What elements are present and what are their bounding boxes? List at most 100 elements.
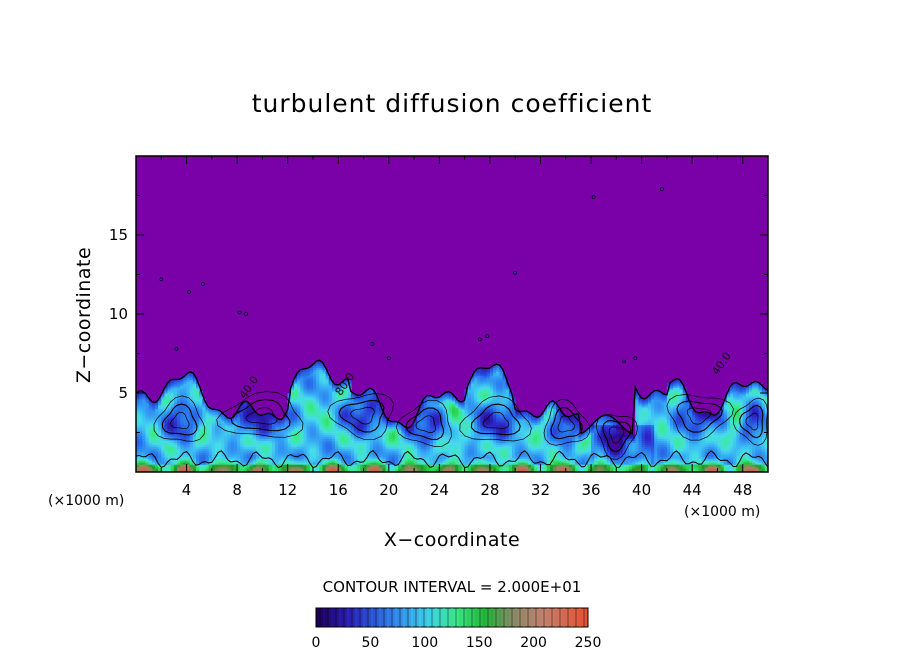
field-cell (335, 440, 339, 443)
field-cell (306, 458, 311, 461)
field-cell (531, 422, 535, 426)
field-cell (186, 436, 191, 440)
field-cell (183, 460, 188, 463)
field-cell (303, 468, 308, 471)
field-cell (196, 426, 200, 430)
field-cell (423, 466, 428, 469)
field-cell (347, 462, 352, 465)
field-cell (420, 446, 425, 449)
field-cell (224, 426, 229, 430)
field-cell (208, 438, 213, 442)
field-cell (230, 454, 235, 457)
field-cell (211, 410, 216, 414)
field-cell (306, 367, 311, 370)
field-cell (139, 460, 143, 463)
field-cell (309, 460, 314, 463)
field-cell (306, 450, 311, 453)
field-cell (354, 398, 358, 402)
field-cell (354, 400, 358, 404)
field-cell (474, 428, 478, 432)
field-cell (243, 402, 248, 406)
field-cell (344, 442, 349, 445)
field-cell (233, 430, 238, 434)
field-cell (325, 418, 330, 422)
field-cell (350, 428, 355, 432)
field-cell (508, 430, 513, 434)
field-cell (309, 456, 314, 459)
field-cell (398, 468, 403, 471)
field-cell (382, 456, 387, 459)
field-cell (240, 454, 245, 457)
field-cell (502, 456, 507, 459)
field-cell (208, 442, 213, 445)
field-cell (136, 400, 140, 404)
field-cell (455, 414, 459, 418)
field-cell (347, 424, 352, 428)
field-cell (136, 426, 140, 430)
field-cell (328, 422, 333, 426)
field-cell (259, 420, 263, 424)
field-cell (338, 446, 342, 449)
field-cell (420, 422, 425, 426)
field-cell (407, 448, 412, 451)
field-cell (237, 464, 241, 467)
field-cell (426, 466, 431, 469)
field-cell (452, 468, 456, 471)
field-cell (505, 385, 510, 388)
field-cell (161, 400, 166, 404)
field-cell (338, 420, 342, 424)
field-cell (265, 414, 270, 418)
field-cell (477, 464, 482, 467)
field-cell (265, 430, 270, 434)
field-cell (505, 389, 510, 392)
field-cell (489, 385, 494, 388)
field-cell (243, 456, 248, 459)
field-cell (284, 470, 289, 472)
field-cell (205, 436, 210, 440)
field-cell (319, 371, 324, 374)
field-cell (287, 444, 292, 447)
field-cell (227, 418, 232, 422)
field-cell (227, 438, 232, 442)
field-cell (151, 412, 156, 416)
field-cell (433, 446, 437, 449)
field-cell (376, 406, 380, 410)
field-cell (486, 452, 491, 455)
field-cell (477, 438, 482, 442)
field-cell (398, 434, 403, 438)
field-cell (366, 448, 371, 451)
field-cell (433, 408, 437, 412)
field-cell (183, 434, 188, 438)
field-cell (161, 466, 166, 469)
field-cell (347, 446, 352, 449)
field-cell (445, 412, 450, 416)
field-cell (221, 464, 226, 467)
field-cell (474, 402, 478, 406)
field-cell (373, 422, 377, 426)
field-cell (158, 404, 162, 408)
field-cell (142, 416, 147, 420)
field-cell (373, 452, 377, 455)
field-cell (505, 402, 510, 406)
field-cell (505, 458, 510, 461)
field-cell (262, 466, 267, 469)
field-cell (512, 426, 516, 430)
field-cell (470, 444, 475, 447)
field-cell (366, 422, 371, 426)
field-cell (173, 383, 178, 386)
field-cell (369, 454, 374, 457)
field-cell (467, 428, 472, 432)
field-cell (527, 412, 532, 416)
field-cell (347, 394, 352, 398)
field-cell (319, 416, 324, 420)
field-cell (154, 414, 159, 418)
field-cell (505, 422, 510, 426)
field-cell (151, 446, 156, 449)
field-cell (363, 412, 368, 416)
field-cell (281, 468, 286, 471)
field-cell (417, 416, 421, 420)
field-cell (464, 400, 469, 404)
field-cell (202, 414, 207, 418)
field-cell (461, 434, 466, 438)
field-cell (281, 444, 286, 447)
